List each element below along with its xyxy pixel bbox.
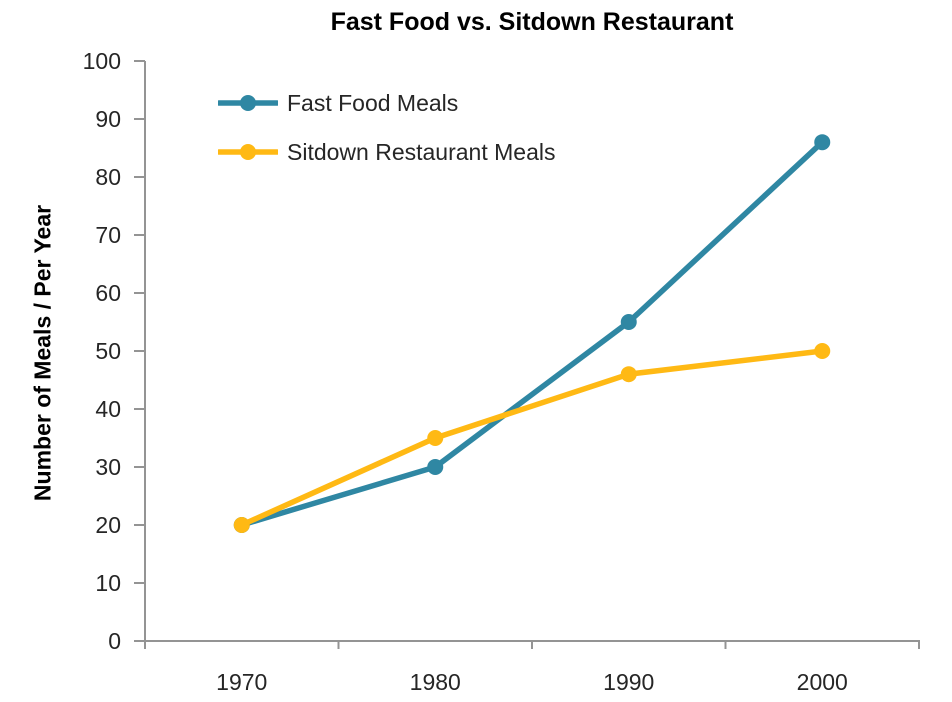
legend-line-marker-icon: [218, 144, 278, 160]
x-tick-label: 1970: [216, 669, 267, 695]
y-tick-label: 40: [95, 396, 121, 422]
y-tick-label: 80: [95, 164, 121, 190]
series-line-1: [239, 348, 825, 528]
data-point-marker: [233, 517, 250, 533]
legend: Fast Food Meals Sitdown Restaurant Meals: [218, 88, 555, 186]
legend-label: Fast Food Meals: [287, 89, 459, 116]
data-point-marker: [620, 366, 637, 383]
legend-item: Sitdown Restaurant Meals: [218, 137, 555, 167]
series-line-0: [239, 139, 825, 528]
y-tick-label: 90: [95, 106, 121, 132]
y-tick-label: 50: [95, 338, 121, 364]
data-point-marker: [814, 134, 831, 151]
x-tick-label: 1990: [603, 669, 654, 695]
y-tick-label: 60: [95, 280, 121, 306]
chart-title: Fast Food vs. Sitdown Restaurant: [330, 8, 734, 36]
y-tick-label: 0: [108, 628, 121, 654]
data-point-marker: [620, 314, 637, 330]
data-point-marker: [427, 459, 444, 475]
data-point-marker: [427, 430, 444, 446]
legend-line-marker-icon: [218, 95, 278, 111]
y-tick-label: 30: [95, 454, 121, 480]
legend-item: Fast Food Meals: [218, 88, 555, 118]
data-point-marker: [814, 343, 831, 359]
y-tick-label: 20: [95, 512, 121, 538]
legend-label: Sitdown Restaurant Meals: [287, 138, 556, 165]
y-tick-label: 100: [83, 48, 121, 74]
y-tick-label: 70: [95, 222, 121, 248]
y-tick-label: 10: [95, 570, 121, 596]
x-tick-label: 1980: [410, 669, 461, 695]
x-tick-label: 2000: [797, 669, 848, 695]
